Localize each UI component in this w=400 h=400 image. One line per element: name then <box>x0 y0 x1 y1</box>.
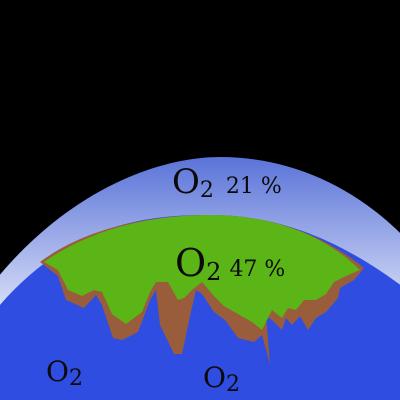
ocean-right-formula: O <box>203 361 226 394</box>
ocean-left-formula: O <box>46 355 69 388</box>
ocean-left-subscript: 2 <box>69 366 83 391</box>
ocean-left-oxygen-label: O2 <box>46 355 83 391</box>
crust-subscript: 2 <box>206 258 221 286</box>
crust-oxygen-label: O2 47 % <box>175 241 285 286</box>
atmosphere-percent: 21 % <box>226 174 282 199</box>
land-layer <box>44 215 360 330</box>
crust-percent: 47 % <box>229 257 285 282</box>
ocean-right-subscript: 2 <box>226 372 240 397</box>
ocean-right-oxygen-label: O2 <box>203 361 240 397</box>
crust-formula: O <box>175 241 206 285</box>
atmosphere-oxygen-label: O2 21 % <box>172 162 282 203</box>
atmosphere-formula: O <box>172 162 200 202</box>
atmosphere-subscript: 2 <box>200 178 214 203</box>
